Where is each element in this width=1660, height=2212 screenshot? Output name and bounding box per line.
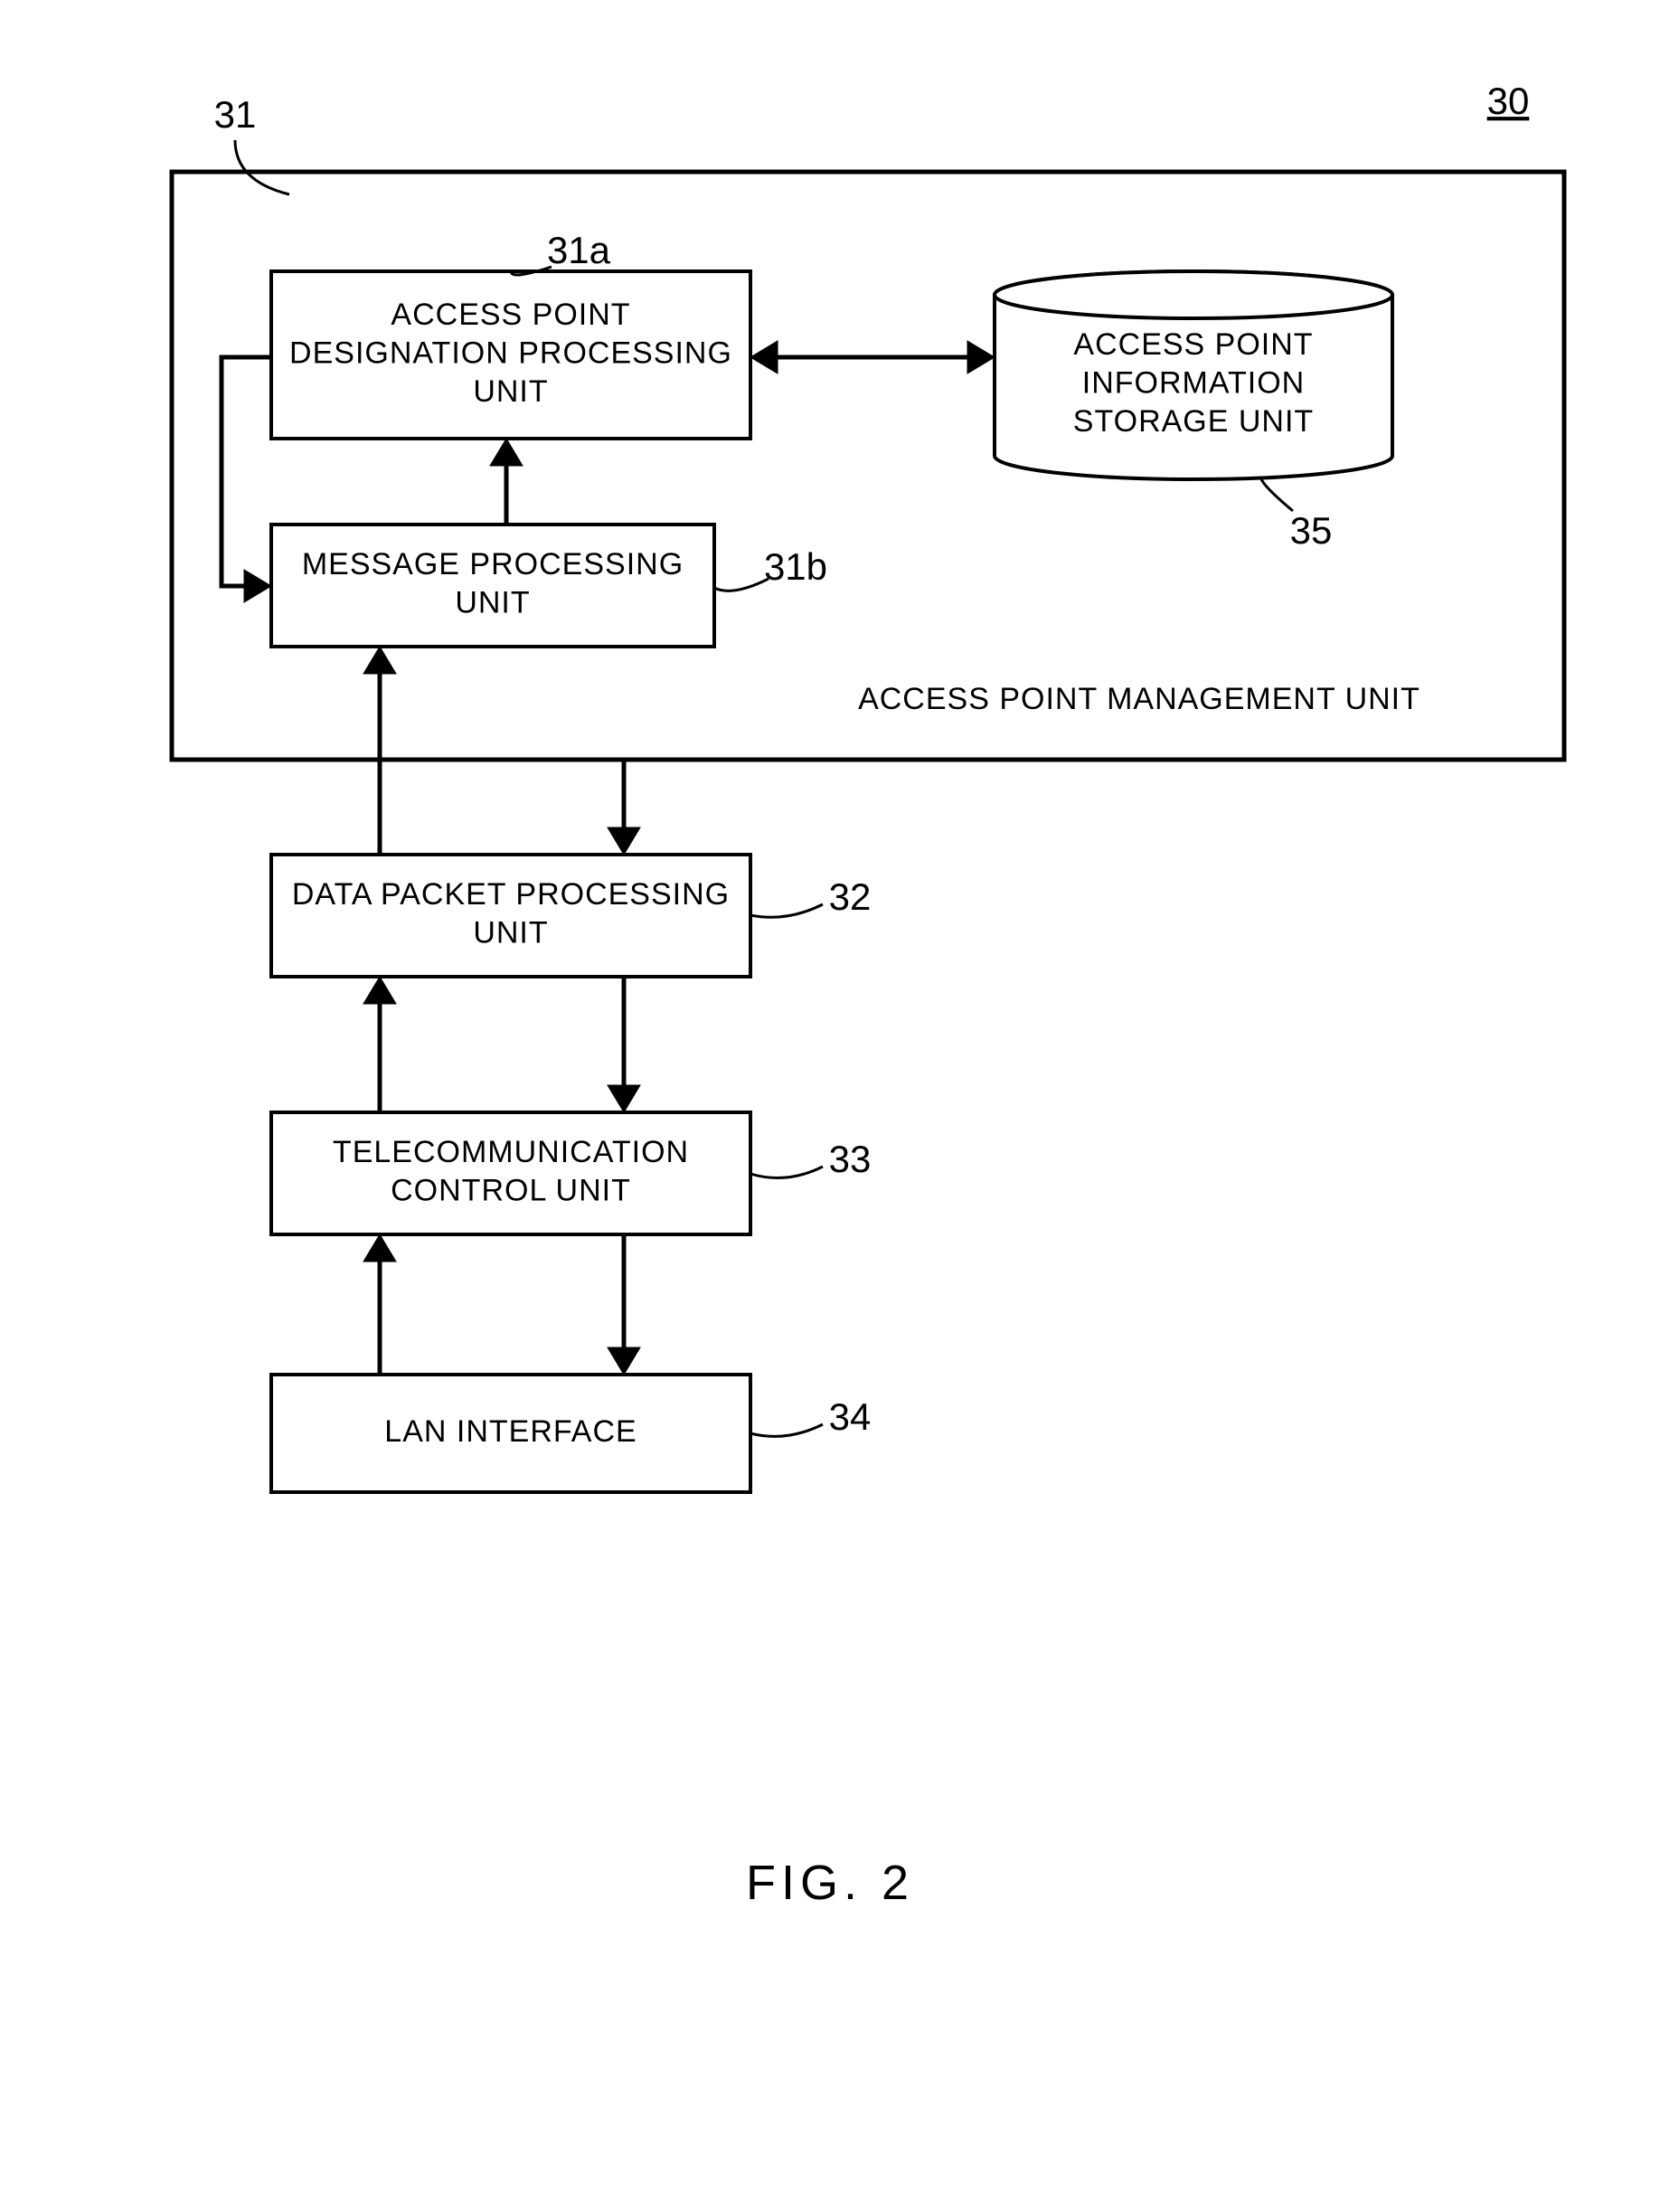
leader-lan [750,1424,823,1436]
designation-label-line-1: DESIGNATION PROCESSING [289,336,732,370]
leader-mgmt [235,140,289,194]
leader-storage [1261,479,1293,511]
ref-storage: 35 [1290,509,1333,552]
message-label-line-0: MESSAGE PROCESSING [302,547,684,581]
ref-outer: 30 [1487,80,1530,122]
storage-label-line-2: STORAGE UNIT [1073,404,1314,439]
ref-mgmt: 31 [214,93,257,136]
container-label: ACCESS POINT MANAGEMENT UNIT [858,682,1420,716]
ref-telecom: 33 [829,1138,872,1180]
leader-packet [750,904,823,917]
ref-packet: 32 [829,875,872,918]
storage-label-line-0: ACCESS POINT [1073,327,1313,362]
leader-telecom [750,1167,823,1178]
telecom-label-line-0: TELECOMMUNICATION [333,1135,689,1169]
designation-label-line-0: ACCESS POINT [391,298,630,332]
lan-label-line-0: LAN INTERFACE [384,1414,637,1449]
packet-label-line-1: UNIT [473,916,548,950]
ref-designation: 31a [547,229,611,271]
ref-lan: 34 [829,1395,872,1438]
message-label-line-1: UNIT [455,586,530,620]
arrow-desig-msg-loop [222,357,271,586]
leader-message [714,579,769,591]
storage-label-line-1: INFORMATION [1082,365,1305,400]
storage-cylinder-top [995,271,1392,318]
packet-label-line-0: DATA PACKET PROCESSING [292,877,730,912]
telecom-label-line-1: CONTROL UNIT [391,1174,631,1208]
designation-label-line-2: UNIT [473,374,548,409]
figure-caption: FIG. 2 [746,1856,914,1910]
ref-message: 31b [764,545,827,588]
